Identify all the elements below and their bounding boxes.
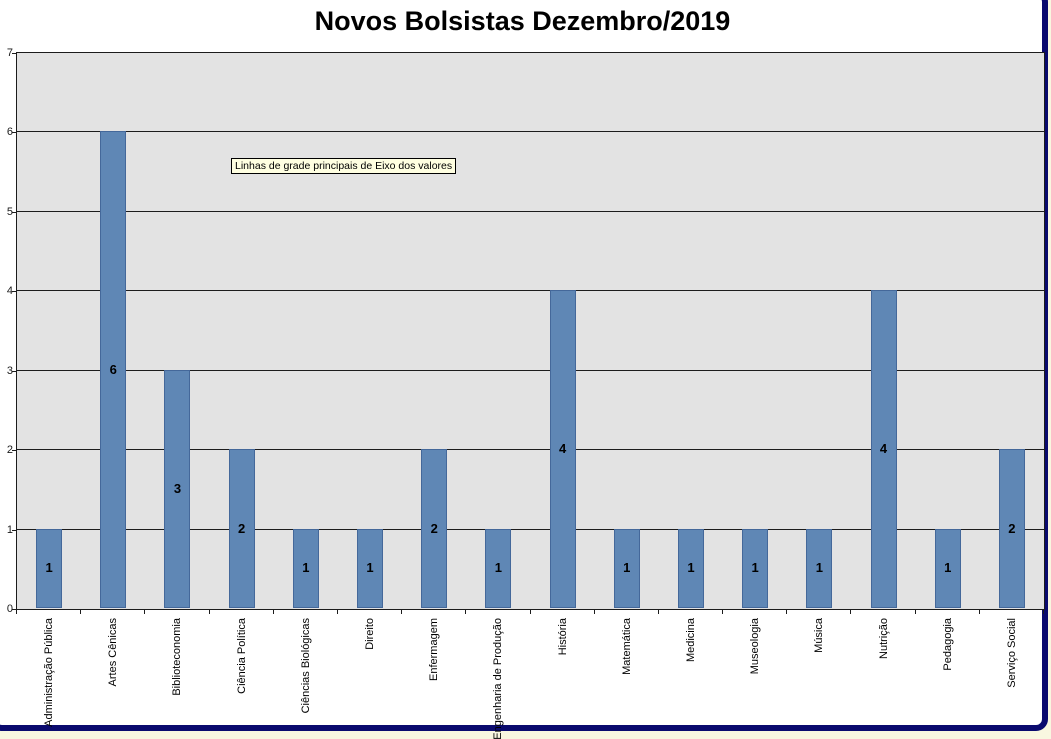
bar-12[interactable] [742, 528, 769, 608]
bar-1[interactable] [36, 528, 63, 608]
x-axis-tick [208, 610, 210, 614]
bar-11[interactable] [677, 528, 704, 608]
gridlines-tooltip: Linhas de grade principais de Eixo dos v… [231, 158, 457, 174]
bar-14[interactable] [870, 290, 897, 608]
bar-10[interactable] [613, 528, 640, 608]
y-axis-tick [12, 529, 16, 531]
bar-2[interactable] [100, 131, 127, 608]
plot-area[interactable] [16, 52, 1045, 610]
bar-5[interactable] [292, 528, 319, 608]
x-axis-tick [1043, 610, 1044, 614]
x-axis-tick [16, 610, 17, 614]
category-label[interactable]: História [556, 618, 569, 656]
category-label[interactable]: Música [813, 618, 826, 653]
category-label[interactable]: Enfermagem [428, 618, 441, 681]
major-gridline[interactable] [17, 449, 1044, 451]
category-label[interactable]: Serviço Social [1005, 618, 1018, 688]
bar-3[interactable] [164, 369, 191, 608]
y-axis-label: 0 [6, 603, 13, 615]
x-axis-tick [850, 610, 852, 614]
category-label[interactable]: Administração Pública [43, 618, 56, 727]
bar-8[interactable] [485, 528, 512, 608]
y-axis-tick [12, 609, 16, 610]
x-axis-tick [529, 610, 531, 614]
y-axis-label: 4 [6, 285, 13, 298]
bar-value-label: 3 [173, 480, 182, 496]
bar-value-label: 4 [879, 441, 888, 457]
x-axis-tick [336, 610, 338, 614]
x-axis-tick [978, 610, 980, 614]
bar-value-label: 1 [366, 560, 374, 576]
bar-16[interactable] [998, 449, 1025, 608]
category-label[interactable]: Nutrição [877, 618, 890, 659]
bar-value-label: 2 [1008, 520, 1016, 536]
y-axis-label: 3 [6, 364, 13, 377]
bar-value-label: 2 [430, 520, 438, 536]
y-axis-tick [12, 370, 16, 372]
bar-value-label: 1 [494, 560, 503, 576]
x-axis-tick [914, 610, 916, 614]
bar-value-label: 2 [238, 520, 246, 536]
x-axis-tick [144, 610, 146, 614]
gridlines-tooltip-text: Linhas de grade principais de Eixo dos v… [235, 160, 453, 172]
bar-value-label: 6 [109, 361, 117, 377]
major-gridline[interactable] [17, 210, 1044, 212]
bar-value-label: 1 [944, 560, 952, 576]
y-axis-tick [12, 53, 16, 54]
y-axis-tick [12, 450, 16, 452]
x-axis-tick [722, 610, 724, 614]
bar-value-label: 1 [687, 560, 695, 576]
y-axis-label: 5 [6, 205, 13, 218]
category-label[interactable]: Medicina [684, 618, 697, 663]
chart-title[interactable]: Novos Bolsistas Dezembro/2019 [314, 6, 731, 36]
x-axis-tick [657, 610, 659, 614]
y-axis-label: 1 [6, 523, 13, 536]
category-label[interactable]: Ciência Política [235, 618, 248, 694]
y-axis-label: 7 [6, 47, 13, 59]
category-label[interactable]: Museologia [749, 618, 762, 675]
chart-area: Novos Bolsistas Dezembro/2019 0 1 2 3 4 5 6 7 A… [6, 6, 1045, 739]
bar-value-label: 1 [623, 560, 631, 576]
x-axis-tick [80, 610, 82, 614]
y-axis-tick [12, 132, 16, 134]
bar-13[interactable] [806, 528, 833, 608]
bar-value-label: 4 [558, 441, 567, 457]
bar-15[interactable] [934, 528, 961, 608]
bar-value-label: 1 [751, 560, 759, 576]
bar-value-label: 1 [45, 560, 53, 576]
y-axis-label: 6 [6, 126, 13, 139]
category-label[interactable]: Matemática [620, 618, 633, 675]
category-label[interactable]: Biblioteconomia [171, 618, 184, 696]
x-axis-tick [272, 610, 274, 614]
x-axis-tick [593, 610, 595, 614]
category-label[interactable]: Artes Cênicas [107, 618, 120, 687]
bar-7[interactable] [421, 449, 448, 608]
category-label[interactable]: Direito [364, 618, 377, 650]
major-gridline[interactable] [17, 369, 1044, 371]
bar-4[interactable] [228, 449, 255, 608]
x-axis-tick [465, 610, 467, 614]
x-axis-tick [401, 610, 403, 614]
category-label[interactable]: Pedagogia [941, 618, 954, 671]
category-label[interactable]: Ciências Biológicas [299, 618, 312, 714]
y-axis-tick [12, 291, 16, 293]
bar-6[interactable] [357, 528, 384, 608]
major-gridline[interactable] [17, 290, 1044, 292]
bar-value-label: 1 [815, 560, 823, 576]
major-gridline[interactable] [17, 131, 1044, 133]
bar-value-label: 1 [302, 560, 310, 576]
bar-9[interactable] [549, 290, 576, 608]
y-axis-tick [12, 211, 16, 213]
category-label[interactable]: Engenharia de Produção [492, 618, 505, 739]
major-gridline[interactable] [17, 528, 1044, 530]
y-axis-label: 2 [6, 444, 13, 457]
x-axis-tick [786, 610, 788, 614]
